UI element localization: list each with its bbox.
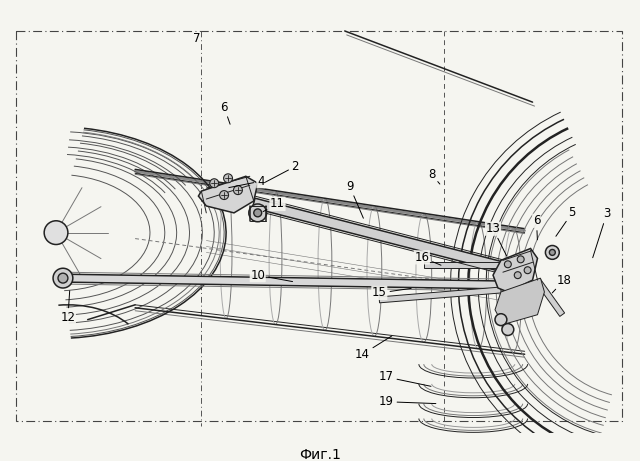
Text: 10: 10 (250, 269, 292, 282)
Text: 13: 13 (486, 222, 507, 256)
Text: 5: 5 (556, 207, 576, 236)
Circle shape (524, 267, 531, 274)
Polygon shape (424, 262, 501, 268)
Text: 2: 2 (260, 160, 299, 185)
Circle shape (549, 249, 556, 255)
Polygon shape (253, 198, 509, 273)
Circle shape (254, 209, 262, 217)
Circle shape (220, 191, 228, 200)
Text: 6: 6 (532, 214, 540, 240)
Circle shape (210, 179, 219, 188)
Text: 17: 17 (379, 371, 431, 386)
Circle shape (502, 324, 514, 336)
Polygon shape (198, 176, 258, 213)
Text: 19: 19 (379, 395, 436, 408)
Text: 11: 11 (263, 197, 285, 212)
Circle shape (515, 272, 521, 278)
Circle shape (495, 314, 507, 325)
Circle shape (223, 174, 232, 183)
Text: 4: 4 (229, 175, 264, 188)
Polygon shape (63, 274, 508, 289)
Text: 8: 8 (428, 168, 440, 184)
Circle shape (545, 246, 559, 260)
Polygon shape (495, 278, 545, 325)
Circle shape (53, 268, 73, 288)
Text: 16: 16 (414, 251, 441, 265)
Circle shape (58, 273, 68, 283)
Circle shape (234, 186, 243, 195)
Polygon shape (379, 287, 501, 303)
Polygon shape (535, 278, 564, 316)
Text: 14: 14 (355, 336, 392, 361)
Text: 7: 7 (193, 32, 200, 45)
Text: 15: 15 (372, 286, 411, 300)
Circle shape (249, 204, 267, 222)
Text: Фиг.1: Фиг.1 (299, 448, 341, 461)
Text: 18: 18 (552, 273, 572, 293)
Text: 3: 3 (593, 207, 611, 258)
Circle shape (517, 256, 524, 263)
Circle shape (44, 221, 68, 244)
Text: 12: 12 (60, 291, 76, 324)
Text: 6: 6 (220, 100, 230, 124)
Text: 9: 9 (346, 180, 364, 218)
Polygon shape (493, 248, 538, 292)
Circle shape (504, 261, 511, 268)
